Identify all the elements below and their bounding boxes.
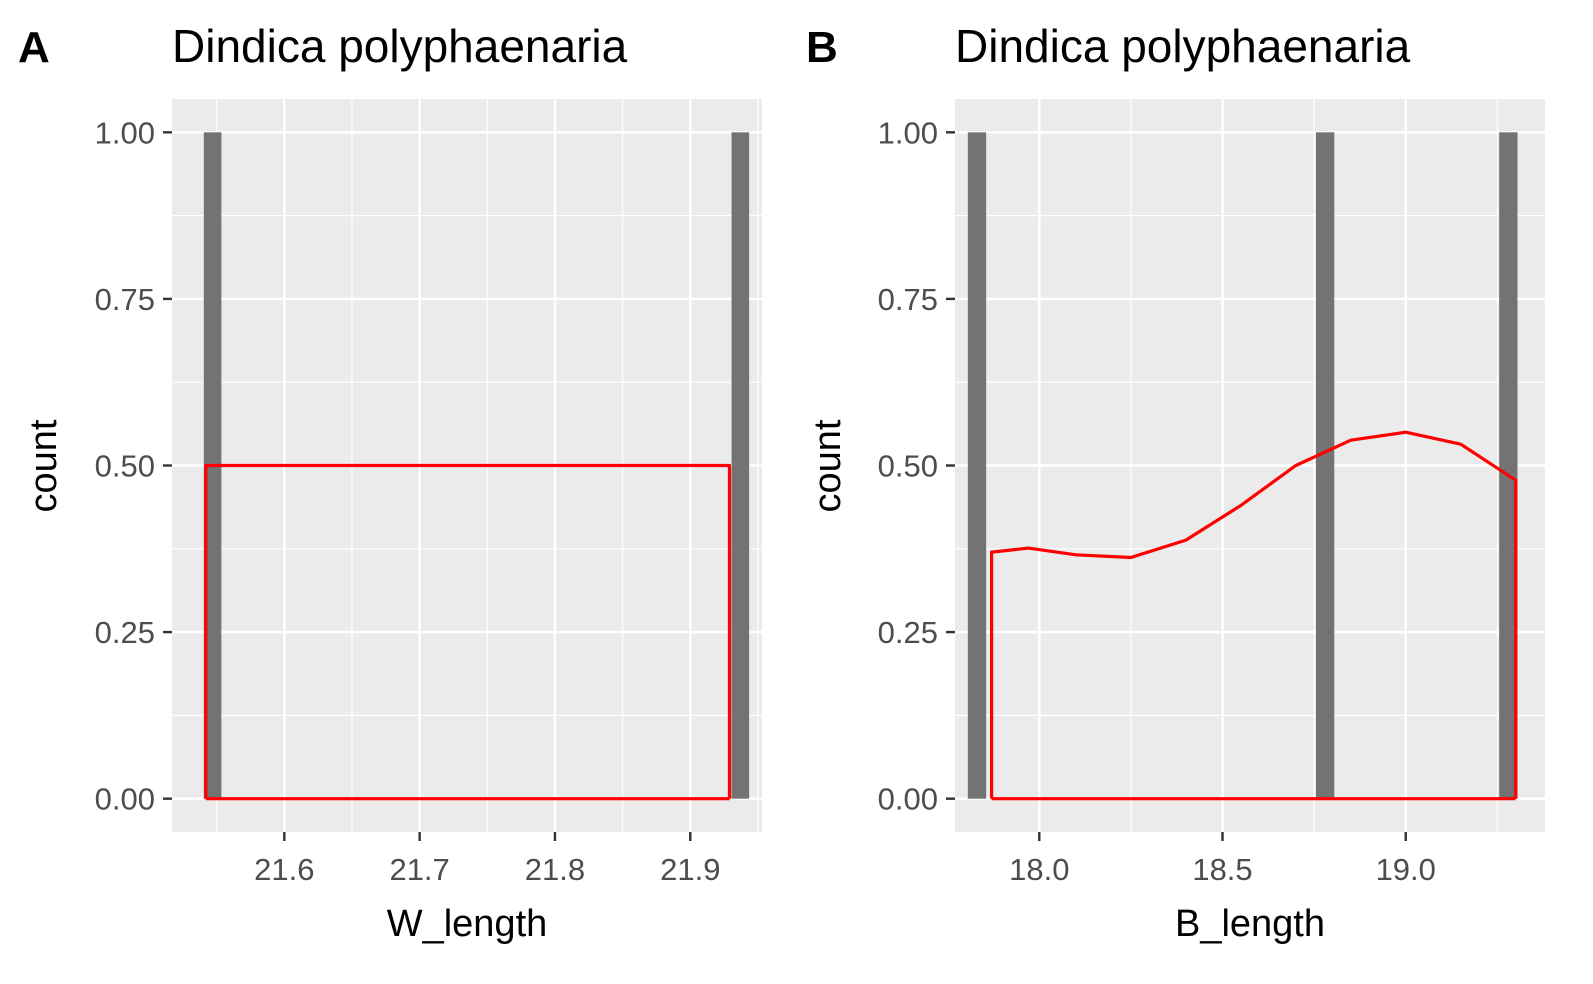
panel-b-plot-area: 18.0 18.5 19.0 0.00 0.25 0.50 0.75 1.00 <box>878 99 1545 887</box>
panel-b-y-tick-label: 0.50 <box>878 449 938 484</box>
panel-b-histogram-bar <box>1315 132 1335 799</box>
panel-b-x-axis-title: B_length <box>1175 903 1325 945</box>
panel-b-y-tick-label: 0.75 <box>878 282 938 317</box>
panel-a-x-tick-label: 21.9 <box>660 852 720 887</box>
panel-b-y-axis-title: count <box>807 419 849 512</box>
panel-b: B Dindica polyphaenaria 18.0 18.5 19.0 0.00… <box>806 20 1545 945</box>
panel-a-y-tick-label: 1.00 <box>95 115 155 150</box>
panel-b-y-tick-label: 0.00 <box>878 782 938 817</box>
panel-b-y-tick-label: 0.25 <box>878 615 938 650</box>
panel-b-letter: B <box>806 23 838 72</box>
panel-a-x-axis-title: W_length <box>387 903 548 945</box>
panel-a: A Dindica polyphaenaria 21.6 21.7 21.8 21.9… <box>18 20 762 945</box>
panel-a-letter: A <box>18 23 50 72</box>
panel-b-y-tick-label: 1.00 <box>878 115 938 150</box>
panel-b-x-tick-label: 18.0 <box>1009 852 1069 887</box>
panel-b-density-line <box>989 430 1518 799</box>
panel-b-title: Dindica polyphaenaria <box>955 20 1411 72</box>
panel-a-density-line <box>204 463 732 799</box>
panel-b-histogram-bar <box>1499 132 1518 799</box>
panel-a-y-axis-title: count <box>23 419 65 512</box>
panel-b-histogram-bar <box>967 132 987 799</box>
panel-b-x-tick-label: 19.0 <box>1376 852 1436 887</box>
panel-a-x-tick-label: 21.8 <box>525 852 585 887</box>
panel-a-plot-area: 21.6 21.7 21.8 21.9 0.00 0.25 0.50 0.75 1.00 <box>95 99 762 887</box>
panel-a-x-tick-label: 21.6 <box>254 852 314 887</box>
panel-a-histogram-bar <box>731 132 750 799</box>
panel-a-y-tick-label: 0.75 <box>95 282 155 317</box>
panel-a-y-tick-label: 0.00 <box>95 782 155 817</box>
panel-a-y-tick-label: 0.25 <box>95 615 155 650</box>
panel-b-x-tick-label: 18.5 <box>1192 852 1252 887</box>
panel-a-title: Dindica polyphaenaria <box>172 20 628 72</box>
panel-a-y-tick-label: 0.50 <box>95 449 155 484</box>
panel-a-x-tick-label: 21.7 <box>389 852 449 887</box>
